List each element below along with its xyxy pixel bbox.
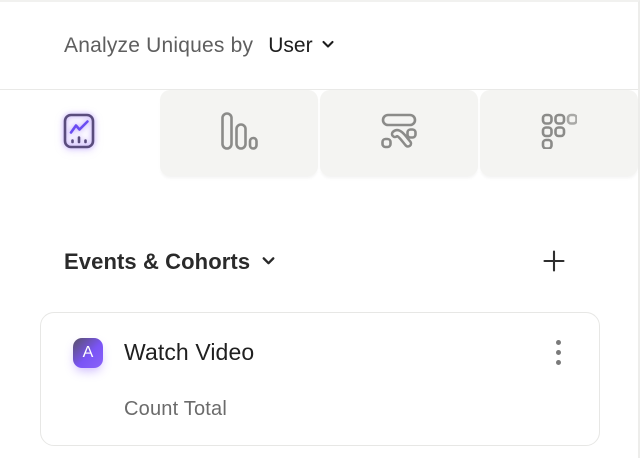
event-card-row: A Watch Video [73, 336, 565, 369]
chevron-down-icon [260, 252, 277, 272]
events-cohorts-title: Events & Cohorts [64, 249, 251, 274]
event-menu-button[interactable] [552, 336, 565, 369]
event-name[interactable]: Watch Video [124, 339, 255, 365]
tab-grid-dots[interactable] [480, 90, 638, 176]
event-badge: A [73, 337, 103, 368]
query-content: Events & Cohorts A Watch Video [0, 245, 638, 446]
flows-icon [380, 113, 418, 154]
grid-dots-icon [541, 113, 578, 154]
add-event-button[interactable] [540, 248, 568, 276]
analyze-uniques-label: Analyze Uniques by [64, 33, 254, 57]
report-type-tabs [0, 90, 638, 176]
uniques-by-dropdown[interactable]: User [266, 32, 337, 60]
tab-flows[interactable] [320, 90, 478, 176]
tab-bar-chart[interactable] [160, 90, 318, 176]
kebab-icon [556, 340, 561, 365]
analyze-header: Analyze Uniques by User [0, 2, 638, 90]
events-cohorts-dropdown[interactable]: Events & Cohorts [64, 249, 277, 275]
line-chart-icon [62, 112, 96, 155]
tab-line-chart[interactable] [0, 90, 158, 176]
plus-icon [541, 248, 567, 277]
event-measurement[interactable]: Count Total [124, 398, 228, 420]
events-section-header: Events & Cohorts [0, 245, 638, 279]
uniques-by-value: User [268, 33, 313, 57]
chevron-down-icon [320, 36, 336, 55]
bar-chart-icon [220, 111, 258, 155]
event-card[interactable]: A Watch Video Count Total [40, 312, 600, 446]
